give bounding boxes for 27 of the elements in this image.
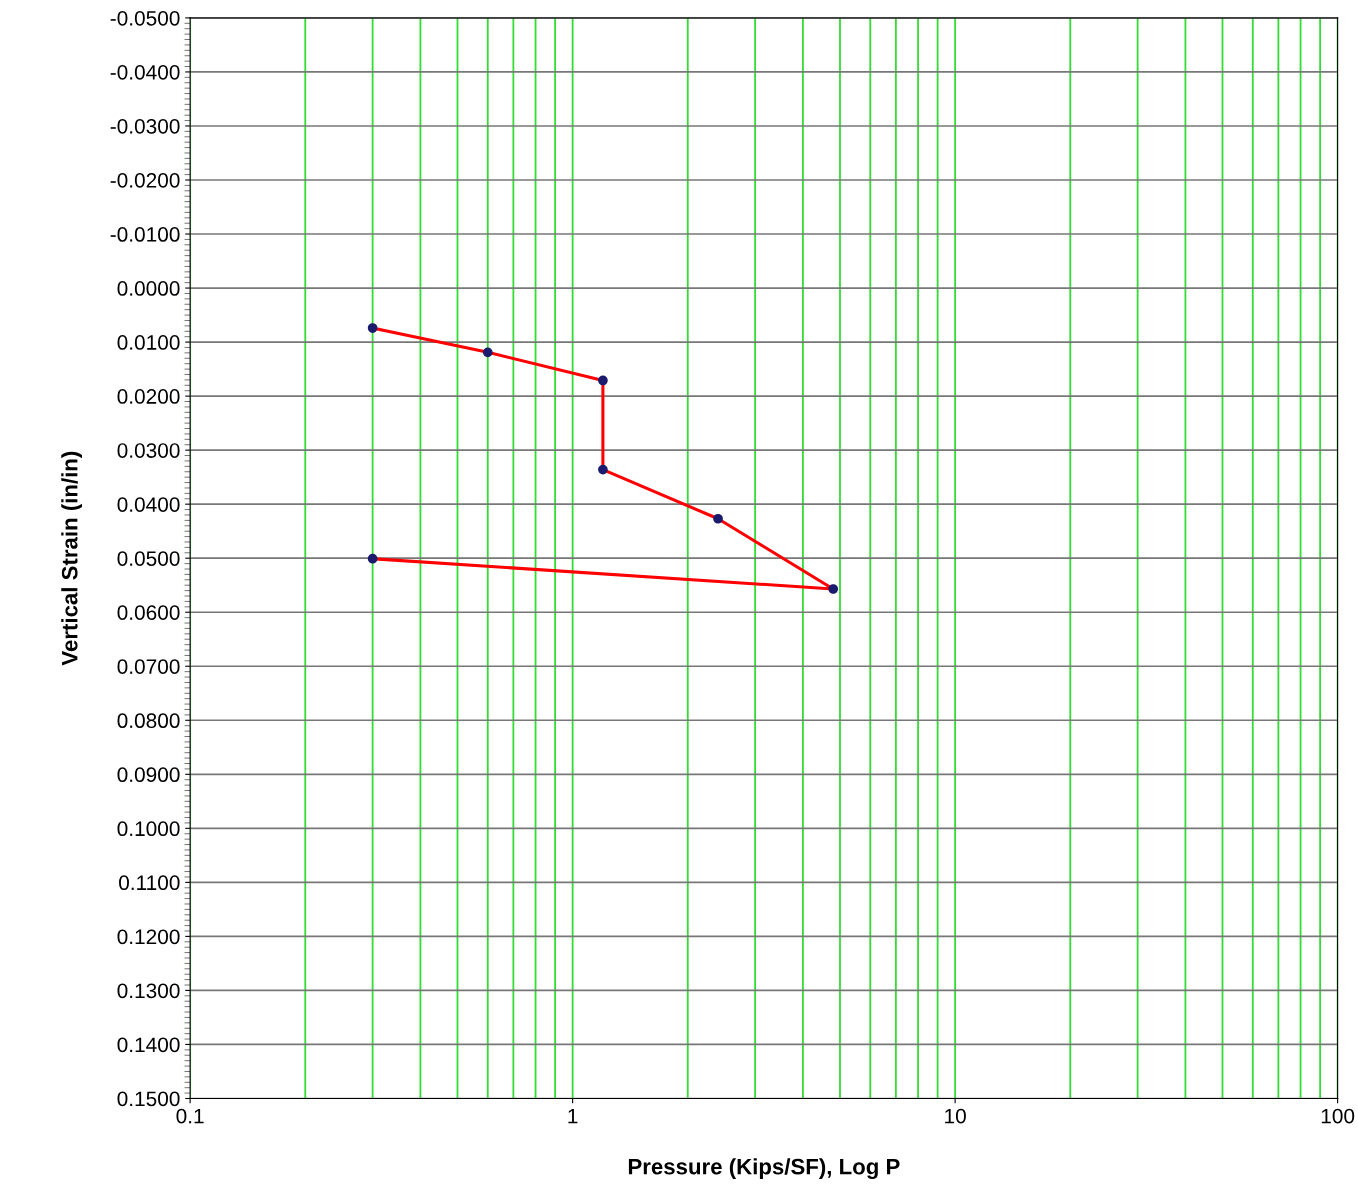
y-axis-title: Vertical Strain (in/in) — [61, 451, 82, 666]
y-tick-label: 0.0600 — [117, 605, 180, 620]
x-tick-label: 100 — [1321, 1108, 1355, 1124]
y-tick-label: 0.1400 — [117, 1037, 180, 1053]
y-tick-label: 0.1300 — [117, 983, 180, 999]
y-tick-label: -0.0500 — [110, 10, 180, 26]
x-axis-title: Pressure (Kips/SF), Log P — [628, 1158, 900, 1179]
y-tick-label: 0.0100 — [117, 335, 180, 350]
x-tick-label: 1 — [568, 1108, 578, 1124]
y-tick-label: 0.0200 — [117, 389, 180, 404]
y-tick-label: 0.0800 — [117, 713, 180, 729]
y-tick-label: 0.1200 — [117, 929, 180, 945]
y-tick-label: 0.1000 — [117, 821, 180, 837]
y-tick-label: 0.1500 — [117, 1091, 180, 1107]
y-tick-label: 0.0700 — [117, 659, 180, 675]
y-tick-label: 0.0900 — [117, 767, 180, 783]
x-tick-label: 10 — [945, 1108, 966, 1124]
y-tick-label: -0.0100 — [110, 227, 180, 242]
y-tick-label: -0.0400 — [110, 64, 180, 80]
y-tick-label: 0.0300 — [117, 443, 180, 458]
y-tick-label: -0.0200 — [110, 173, 180, 188]
y-tick-label: 0.0400 — [117, 497, 180, 512]
y-tick-label: 0.0000 — [117, 281, 180, 296]
y-tick-label: 0.0500 — [117, 551, 180, 566]
y-tick-label: -0.0300 — [110, 118, 180, 134]
x-tick-label: 0.1 — [176, 1108, 204, 1124]
y-tick-label: 0.1100 — [119, 875, 180, 891]
